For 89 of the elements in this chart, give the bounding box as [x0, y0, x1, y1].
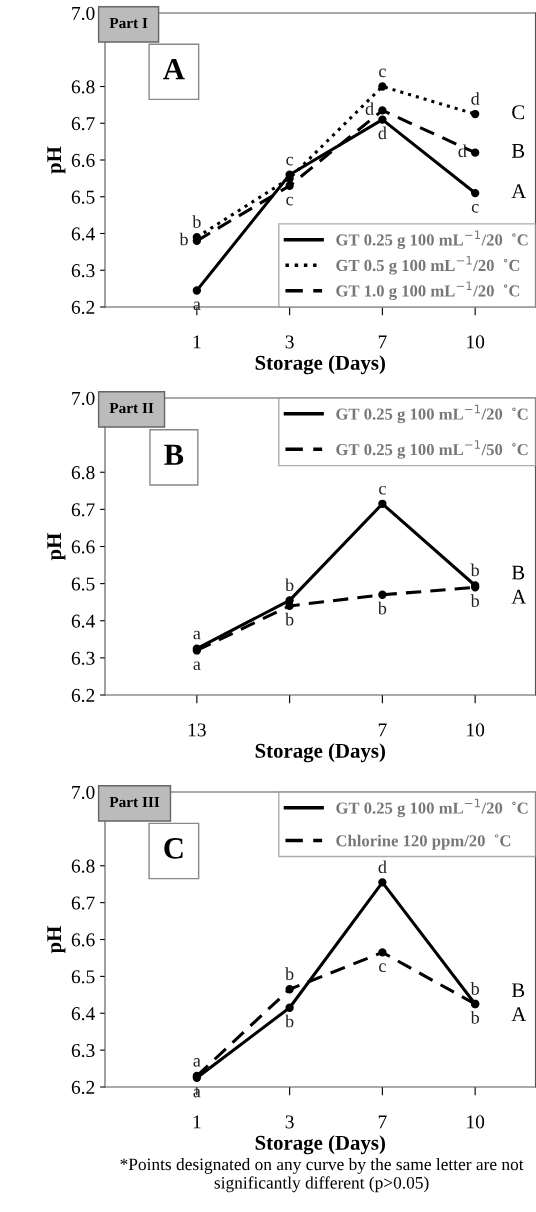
x-tick-label: 3	[285, 335, 294, 349]
data-label: a	[193, 661, 201, 671]
y-tick-label: 6.2	[71, 688, 95, 703]
y-tick-label: 7.0	[72, 6, 95, 21]
text: A	[163, 58, 185, 80]
data-label: b	[192, 215, 201, 228]
data-label: b	[470, 982, 479, 995]
annotation: A	[511, 184, 527, 199]
chart-title: Part I	[109, 18, 148, 29]
data-label: d	[458, 144, 467, 158]
y-tick-label: 6.8	[71, 80, 95, 94]
x-tick-label: 10	[467, 723, 485, 737]
legend-label: GT 0.25 g 100 mL$^{−1}$/20 ˚C	[336, 230, 528, 250]
legend-label: GT 1.0 g 100 mL$^{−1}$/20 ˚C	[336, 281, 520, 301]
data-label: b	[285, 578, 294, 592]
data-label: b	[377, 601, 387, 615]
data-label: a	[193, 301, 201, 311]
y-tick-label: 6.3	[71, 651, 95, 665]
y-tick-label: 6.7	[71, 896, 95, 910]
data-label: d	[471, 92, 480, 105]
x-axis-title: Storage (Days)	[255, 355, 385, 375]
data-label: c	[379, 963, 386, 973]
data-label: c	[379, 485, 386, 495]
data-label: c	[286, 156, 294, 166]
x-tick-label: 10	[467, 1115, 485, 1129]
x-axis-title: Storage (Days)	[255, 743, 385, 763]
data-label: c	[379, 68, 386, 78]
data-label: a	[193, 1088, 201, 1098]
data-label: b	[179, 232, 188, 246]
x-tick-label: 10	[467, 335, 485, 349]
y-axis-title: pH	[47, 532, 66, 561]
data-label: b	[470, 594, 479, 607]
text: C	[164, 838, 183, 859]
x-tick-label: 3	[285, 1115, 294, 1129]
y-tick-label: 6.2	[71, 1080, 95, 1095]
annotation: B	[511, 565, 525, 580]
y-tick-label: 6.2	[71, 300, 95, 315]
y-tick-label: 6.6	[71, 540, 95, 554]
y-tick-label: 7.0	[72, 391, 95, 406]
data-label: b	[470, 1010, 479, 1024]
y-tick-label: 6.5	[71, 190, 95, 204]
text: *Points designated on any curve by the same letter are not significantly different (p>0.05)	[120, 1158, 524, 1193]
data-label: d	[378, 860, 387, 874]
y-tick-label: 6.7	[71, 503, 95, 517]
y-tick-label: 6.3	[71, 1044, 95, 1058]
legend-label: GT 0.25 g 100 mL$^{−1}$/20 ˚C	[336, 798, 528, 818]
y-tick-label: 6.5	[71, 577, 95, 591]
y-axis-title: pH	[47, 925, 66, 954]
x-axis-title: Storage (Days)	[255, 1135, 385, 1155]
y-tick-label: 6.6	[71, 153, 95, 168]
data-label: c	[471, 204, 479, 213]
legend-label: GT 0.5 g 100 mL$^{−1}$/20 ˚C	[336, 256, 520, 275]
y-tick-label: 6.8	[71, 859, 95, 873]
x-tick-label: 7	[378, 335, 387, 349]
data-label: b	[285, 967, 294, 981]
data-label: d	[365, 102, 374, 115]
y-tick-label: 6.7	[71, 117, 95, 131]
x-tick-label: 1	[193, 335, 201, 349]
data-label: a	[193, 1058, 201, 1067]
chart-title: Part III	[109, 797, 160, 808]
annotation: A	[511, 1007, 527, 1022]
y-tick-label: 6.6	[71, 933, 95, 947]
data-label: b	[285, 612, 294, 626]
y-tick-label: 6.4	[71, 614, 95, 628]
x-tick-label: 13	[188, 723, 206, 737]
legend-label: GT 0.25 g 100 mL$^{−1}$/50 ˚C	[336, 440, 528, 459]
data-label: d	[378, 126, 387, 140]
data-label: c	[286, 196, 294, 206]
data-label: b	[470, 563, 479, 577]
legend-label: GT 0.25 g 100 mL$^{−1}$/20 ˚C	[336, 404, 528, 424]
annotation: B	[511, 144, 525, 158]
chart-title: Part II	[109, 403, 154, 414]
y-tick-label: 6.8	[71, 466, 95, 480]
y-tick-label: 6.5	[71, 970, 95, 984]
y-axis-title: pH	[47, 146, 66, 174]
y-tick-label: 6.4	[71, 227, 95, 241]
data-label: a	[193, 630, 201, 640]
x-tick-label: 7	[378, 1115, 387, 1129]
data-label: b	[285, 1014, 294, 1028]
text: B	[164, 444, 184, 465]
x-tick-label: 7	[378, 723, 387, 737]
y-tick-label: 6.3	[71, 264, 95, 278]
y-tick-label: 6.4	[71, 1007, 95, 1021]
legend-label: Chlorine 120 ppm/20 ˚C	[336, 834, 511, 850]
x-tick-label: 1	[193, 1115, 201, 1129]
annotation: A	[511, 589, 527, 604]
annotation: B	[511, 983, 525, 998]
y-tick-label: 7.0	[72, 785, 95, 800]
annotation: C	[512, 105, 525, 120]
